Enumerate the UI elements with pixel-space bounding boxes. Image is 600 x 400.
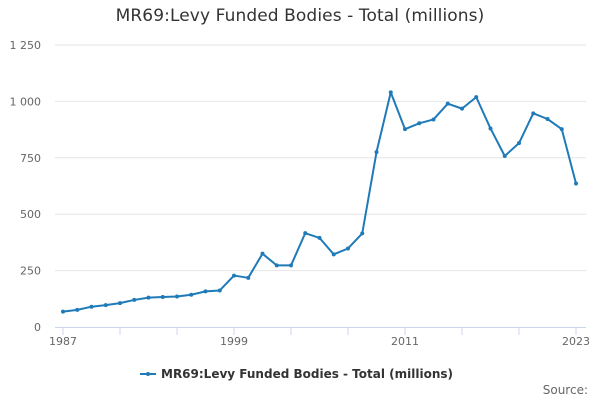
data-point[interactable] xyxy=(502,153,507,158)
data-point[interactable] xyxy=(132,297,137,302)
data-point[interactable] xyxy=(460,106,464,111)
legend[interactable]: MR69:Levy Funded Bodies - Total (million… xyxy=(140,367,453,381)
data-point[interactable] xyxy=(360,231,365,236)
data-point[interactable] xyxy=(346,246,350,251)
y-tick-label: 0 xyxy=(34,321,41,334)
data-point[interactable] xyxy=(531,111,536,116)
data-point[interactable] xyxy=(303,231,308,236)
data-point[interactable] xyxy=(75,307,80,312)
data-point[interactable] xyxy=(61,309,65,314)
data-point[interactable] xyxy=(160,294,165,299)
y-tick-label: 1 000 xyxy=(10,95,42,108)
data-point[interactable] xyxy=(189,292,194,297)
data-point[interactable] xyxy=(217,288,222,293)
data-point[interactable] xyxy=(574,181,578,186)
data-point[interactable] xyxy=(488,126,493,131)
data-point[interactable] xyxy=(331,252,336,257)
legend-swatch-marker xyxy=(146,372,150,376)
data-point[interactable] xyxy=(260,251,265,256)
data-point[interactable] xyxy=(175,294,179,299)
data-point[interactable] xyxy=(403,127,407,132)
data-point[interactable] xyxy=(89,304,94,309)
x-axis-tick-labels: 1987 1999 2011 2023 xyxy=(49,335,590,348)
y-tick-label: 750 xyxy=(20,152,41,165)
data-point[interactable] xyxy=(374,150,379,155)
legend-label[interactable]: MR69:Levy Funded Bodies - Total (million… xyxy=(161,367,453,381)
y-tick-label: 500 xyxy=(20,208,41,221)
data-point[interactable] xyxy=(317,235,322,240)
data-point[interactable] xyxy=(118,301,122,306)
data-point[interactable] xyxy=(289,263,293,268)
data-point[interactable] xyxy=(517,141,521,146)
series-layer xyxy=(61,90,578,314)
y-tick-label: 1 250 xyxy=(10,39,42,52)
y-axis-tick-labels: 0 250 500 750 1 000 1 250 xyxy=(10,39,42,334)
data-point[interactable] xyxy=(203,289,208,294)
data-point[interactable] xyxy=(274,263,279,268)
data-point[interactable] xyxy=(545,116,550,121)
data-point[interactable] xyxy=(103,303,108,308)
data-point[interactable] xyxy=(431,117,436,122)
series-line xyxy=(62,91,577,313)
y-tick-label: 250 xyxy=(20,265,41,278)
x-tick-label: 1987 xyxy=(49,335,77,348)
data-point[interactable] xyxy=(246,275,251,280)
data-point[interactable] xyxy=(559,127,564,132)
x-tick-label: 2023 xyxy=(562,335,590,348)
x-tick-label: 1999 xyxy=(220,335,248,348)
chart-title: MR69:Levy Funded Bodies - Total (million… xyxy=(115,6,485,26)
data-point[interactable] xyxy=(445,101,450,106)
data-point[interactable] xyxy=(232,273,236,278)
grid-lines xyxy=(55,44,586,272)
x-tick-label: 2011 xyxy=(391,335,419,348)
data-point[interactable] xyxy=(388,90,393,95)
source-label: Source: xyxy=(543,383,588,397)
data-point[interactable] xyxy=(417,121,422,126)
data-point[interactable] xyxy=(474,95,479,100)
data-point[interactable] xyxy=(146,295,151,300)
x-axis xyxy=(55,327,586,335)
